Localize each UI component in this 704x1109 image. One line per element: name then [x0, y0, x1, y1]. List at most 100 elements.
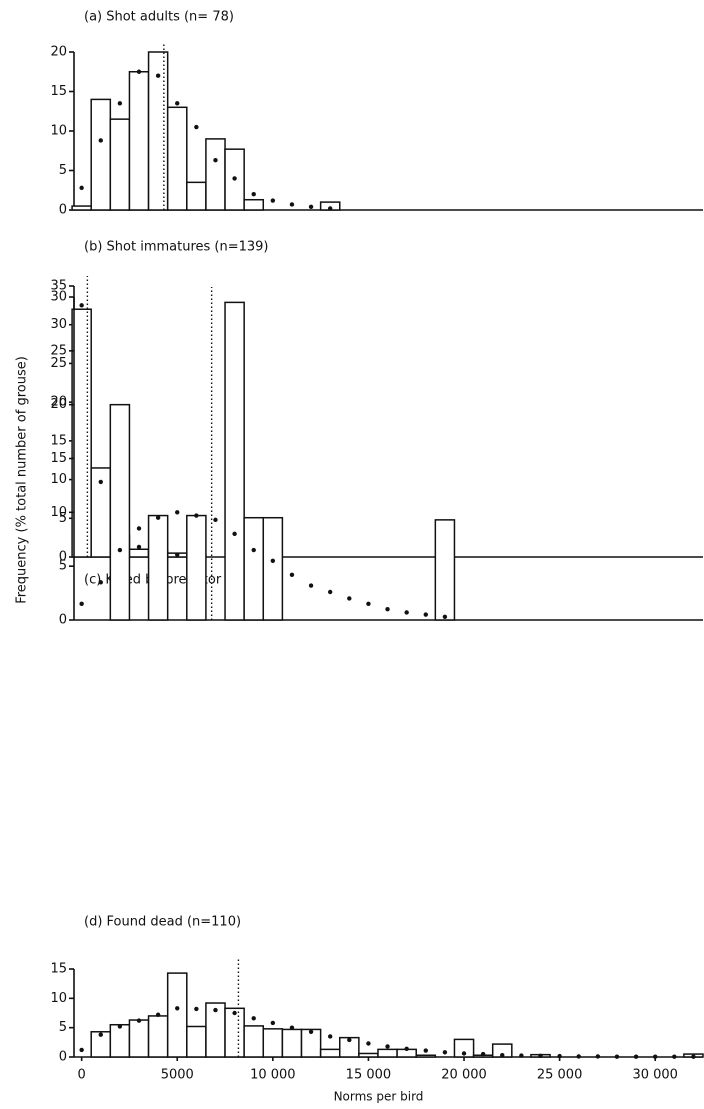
bar [90, 98, 112, 211]
fit-dot [232, 176, 237, 181]
x-tick-label: 5000 [161, 1068, 194, 1083]
fit-dot [175, 1006, 180, 1011]
fit-dot [175, 101, 180, 106]
bar [281, 1028, 303, 1058]
bar [166, 106, 188, 211]
panel-title: (d) Found dead (n=110) [84, 915, 241, 930]
y-tick-label: 5 [59, 511, 67, 526]
y-tick-label: 15 [50, 451, 67, 466]
fit-dot [691, 1054, 696, 1059]
fit-dot [308, 1029, 314, 1034]
fit-dot [98, 580, 103, 585]
fit-dot [308, 204, 314, 210]
fit-dot [538, 1053, 543, 1059]
y-tick-label: 10 [50, 505, 67, 520]
x-tick-label: 0 [78, 1068, 86, 1083]
fit-dot [404, 1046, 409, 1051]
y-tick-label: 30 [50, 290, 67, 305]
y-tick-label: 20 [50, 397, 67, 412]
y-tick-label: 15 [50, 84, 67, 99]
bar [147, 1015, 169, 1058]
fit-dot [653, 1054, 658, 1059]
fit-dot [557, 1053, 562, 1059]
bar [128, 1019, 150, 1058]
y-tick-label: 25 [50, 343, 67, 358]
bar [338, 1036, 360, 1058]
bar [71, 205, 92, 211]
fit-dot [175, 510, 180, 515]
fit-dot [576, 1054, 581, 1059]
bar [186, 1025, 207, 1058]
fit-dot [213, 158, 218, 163]
y-tick-label: 10 [50, 124, 67, 139]
fit-dot [155, 1012, 161, 1017]
fit-dot [98, 138, 103, 143]
fit-dot [251, 192, 256, 197]
y-tick-label: 10 [50, 991, 67, 1006]
fit-dot [155, 515, 161, 520]
fit-dot [79, 1047, 84, 1053]
fit-dot [672, 1054, 677, 1059]
fit-dot [136, 544, 142, 550]
fit-dot [251, 1016, 256, 1021]
x-tick-label: 30 000 [632, 1068, 678, 1083]
fit-dot [232, 531, 237, 537]
fit-dot [117, 1024, 123, 1029]
fit-dot [423, 612, 428, 617]
fit-dot [366, 1041, 371, 1046]
x-axis-label: Norms per bird [334, 1090, 424, 1104]
fit-dot [385, 607, 390, 612]
y-tick-label: 5 [59, 163, 67, 178]
fit-dot [270, 198, 276, 203]
fit-dot [98, 1032, 103, 1037]
fit-dot [136, 526, 142, 531]
fit-dot [79, 185, 84, 191]
fit-dot [614, 1054, 620, 1059]
bar [224, 301, 245, 621]
fit-dot [175, 552, 180, 557]
bar [415, 1054, 437, 1058]
x-tick-label: 20 000 [441, 1068, 487, 1083]
y-tick-label: 0 [59, 203, 67, 218]
y-tick-label: 5 [59, 1020, 67, 1035]
fit-dot [519, 1053, 524, 1058]
fit-dot [327, 589, 333, 595]
fit-dot [155, 73, 161, 78]
fit-dot [442, 1050, 448, 1055]
bar [262, 516, 284, 621]
fit-dot [213, 1007, 218, 1013]
fit-dot [423, 1048, 428, 1053]
panel-title: (b) Shot immatures (n=139) [84, 240, 269, 255]
y-axis-label: Frequency (% total number of grouse) [15, 356, 30, 604]
bar [300, 1028, 322, 1058]
y-tick-label: 5 [59, 559, 67, 574]
fit-dot [500, 1053, 505, 1058]
y-tick-label: 0 [59, 1050, 67, 1065]
bar [128, 71, 150, 211]
fit-dot [595, 1054, 601, 1059]
y-tick-label: 20 [50, 45, 67, 60]
x-tick-label: 10 000 [250, 1068, 296, 1083]
panel-title: (a) Shot adults (n= 78) [84, 10, 234, 25]
bar [262, 1028, 284, 1058]
fit-dot [117, 547, 123, 553]
bar [166, 972, 188, 1058]
fit-dot [480, 1051, 486, 1057]
bar [243, 1025, 265, 1058]
fit-dot [194, 1006, 199, 1012]
fit-dot [213, 517, 218, 523]
fit-dot [194, 513, 199, 518]
x-tick-label: 15 000 [346, 1068, 392, 1083]
x-tick-label: 25 000 [537, 1068, 583, 1083]
fit-dot [194, 124, 199, 130]
bar [109, 403, 131, 621]
bar [434, 519, 456, 621]
fit-dot [461, 1051, 467, 1056]
bar [243, 516, 265, 621]
y-tick-label: 25 [50, 356, 67, 371]
y-tick-label: 15 [50, 433, 67, 448]
fit-dot [270, 558, 276, 563]
fit-dot [270, 1020, 276, 1026]
bar [358, 1052, 379, 1058]
